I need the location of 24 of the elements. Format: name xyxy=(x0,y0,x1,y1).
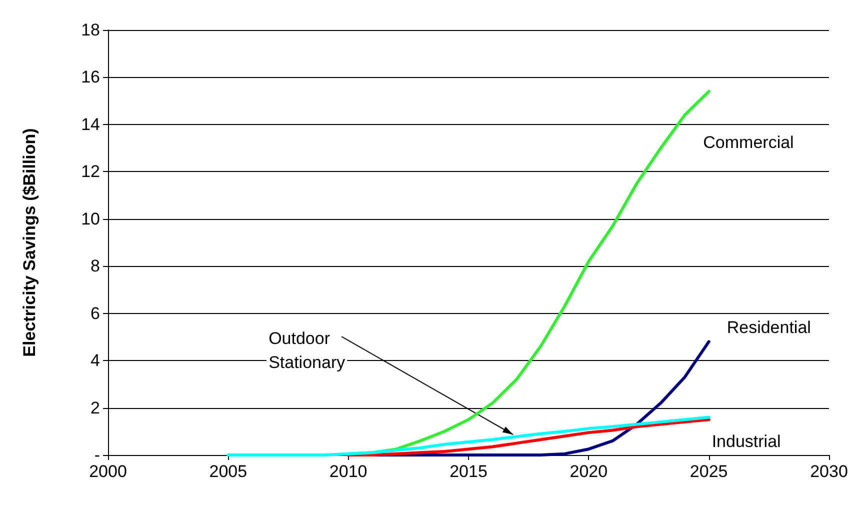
y-tick-label: 6 xyxy=(90,304,100,323)
y-tick-label: 10 xyxy=(81,209,100,228)
x-tick-label: 2000 xyxy=(89,462,127,481)
y-tick-label: - xyxy=(94,446,100,464)
y-tick-label: 2 xyxy=(90,398,100,418)
line-series xyxy=(346,418,710,456)
line-series xyxy=(226,416,710,456)
y-tick-label: 14 xyxy=(81,114,100,134)
series-label: Industrial xyxy=(712,432,781,452)
series-label: Residential xyxy=(726,318,811,338)
y-axis-title: Electricity Savings ($Billion) xyxy=(20,128,39,357)
x-tick-label: 2030 xyxy=(810,462,848,481)
y-tick-label: 16 xyxy=(81,68,100,87)
text: Outdoor Stationary xyxy=(268,329,346,372)
y-tick-label: 4 xyxy=(90,351,100,370)
x-tick-label: 2005 xyxy=(209,462,248,481)
y-tick-label: 12 xyxy=(81,162,100,182)
x-tick-label: 2015 xyxy=(450,462,488,481)
series-label: Commercial xyxy=(703,132,794,152)
y-tick-label: 18 xyxy=(81,20,100,40)
x-tick-label: 2025 xyxy=(690,462,728,481)
y-tick-label: 8 xyxy=(90,256,100,276)
x-tick-label: 2020 xyxy=(570,462,608,481)
x-tick-label: 2010 xyxy=(329,462,368,481)
